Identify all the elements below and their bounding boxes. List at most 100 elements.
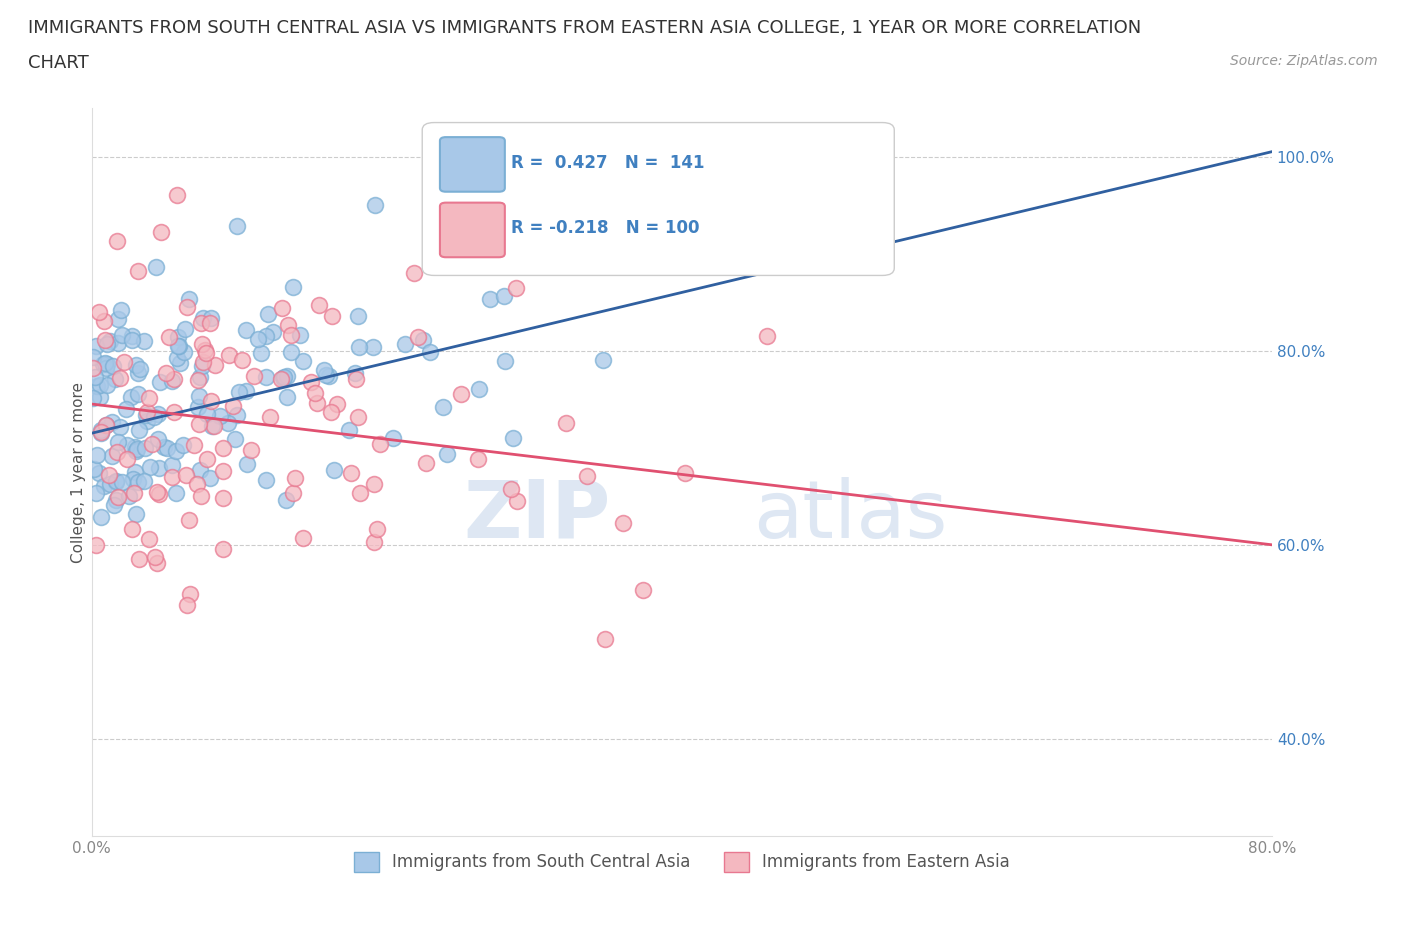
- Point: [162, 469, 184, 484]
- Point: [259, 409, 281, 424]
- Point: [90, 510, 112, 525]
- Point: [136, 405, 159, 419]
- Legend: Immigrants from South Central Asia, Immigrants from Eastern Asia: Immigrants from South Central Asia, Immi…: [347, 845, 1017, 879]
- Text: IMMIGRANTS FROM SOUTH CENTRAL ASIA VS IMMIGRANTS FROM EASTERN ASIA COLLEGE, 1 YE: IMMIGRANTS FROM SOUTH CENTRAL ASIA VS IM…: [28, 19, 1142, 36]
- Point: [225, 219, 247, 233]
- Text: atlas: atlas: [752, 477, 948, 554]
- Point: [308, 298, 330, 312]
- Point: [96, 356, 118, 371]
- Point: [595, 632, 617, 647]
- Point: [118, 488, 141, 503]
- Point: [132, 333, 155, 348]
- Point: [315, 367, 337, 382]
- Point: [89, 304, 111, 319]
- FancyBboxPatch shape: [422, 123, 894, 275]
- Point: [166, 351, 188, 365]
- Point: [127, 387, 149, 402]
- Point: [193, 311, 215, 325]
- FancyBboxPatch shape: [440, 203, 505, 258]
- Point: [94, 333, 117, 348]
- Point: [281, 279, 304, 294]
- Point: [262, 325, 284, 339]
- Point: [291, 531, 314, 546]
- Point: [243, 369, 266, 384]
- Point: [94, 355, 117, 370]
- Point: [217, 416, 239, 431]
- Point: [344, 371, 367, 386]
- Point: [364, 198, 387, 213]
- Point: [121, 521, 143, 536]
- Point: [344, 365, 367, 380]
- Point: [101, 448, 124, 463]
- Point: [218, 348, 240, 363]
- Text: R =  0.427   N =  141: R = 0.427 N = 141: [510, 153, 704, 172]
- Point: [402, 265, 425, 280]
- Point: [194, 342, 217, 357]
- Point: [494, 353, 516, 368]
- Point: [83, 461, 105, 476]
- Point: [172, 438, 194, 453]
- Point: [146, 432, 169, 446]
- Point: [198, 315, 221, 330]
- Point: [127, 475, 149, 490]
- Point: [162, 373, 184, 388]
- Point: [270, 372, 292, 387]
- Point: [94, 418, 117, 432]
- Point: [337, 423, 360, 438]
- Point: [165, 485, 187, 500]
- Point: [191, 336, 214, 351]
- Point: [107, 336, 129, 351]
- Point: [90, 426, 112, 441]
- Point: [149, 374, 172, 389]
- Point: [166, 187, 188, 202]
- Point: [111, 327, 134, 342]
- Point: [124, 464, 146, 479]
- Point: [86, 379, 108, 393]
- Point: [124, 440, 146, 455]
- Point: [412, 333, 434, 348]
- Point: [284, 471, 307, 485]
- Point: [143, 550, 166, 565]
- Point: [136, 414, 159, 429]
- Point: [506, 493, 529, 508]
- Point: [186, 477, 208, 492]
- Point: [318, 369, 340, 384]
- Point: [101, 358, 124, 373]
- Point: [612, 515, 634, 530]
- Point: [82, 391, 104, 405]
- Point: [299, 375, 322, 390]
- Point: [104, 372, 127, 387]
- Point: [211, 542, 233, 557]
- Point: [94, 418, 117, 432]
- Text: ZIP: ZIP: [464, 477, 612, 554]
- Point: [322, 463, 344, 478]
- Y-axis label: College, 1 year or more: College, 1 year or more: [72, 381, 86, 563]
- Point: [221, 398, 243, 413]
- Point: [347, 339, 370, 354]
- Point: [84, 485, 107, 500]
- Point: [200, 310, 222, 325]
- Point: [176, 597, 198, 612]
- Point: [163, 371, 186, 386]
- Point: [145, 259, 167, 274]
- Point: [419, 344, 441, 359]
- Point: [101, 415, 124, 430]
- Text: Source: ZipAtlas.com: Source: ZipAtlas.com: [1230, 54, 1378, 68]
- Point: [756, 328, 779, 343]
- Point: [148, 486, 170, 501]
- Point: [190, 489, 212, 504]
- Point: [150, 224, 173, 239]
- Point: [226, 407, 249, 422]
- Point: [276, 317, 298, 332]
- Point: [208, 408, 231, 423]
- Point: [247, 331, 270, 346]
- Point: [281, 486, 304, 501]
- Point: [98, 476, 121, 491]
- Point: [127, 365, 149, 380]
- Point: [91, 357, 114, 372]
- Point: [138, 391, 160, 405]
- Point: [187, 417, 209, 432]
- Point: [326, 397, 349, 412]
- Point: [554, 415, 576, 430]
- Point: [188, 462, 211, 477]
